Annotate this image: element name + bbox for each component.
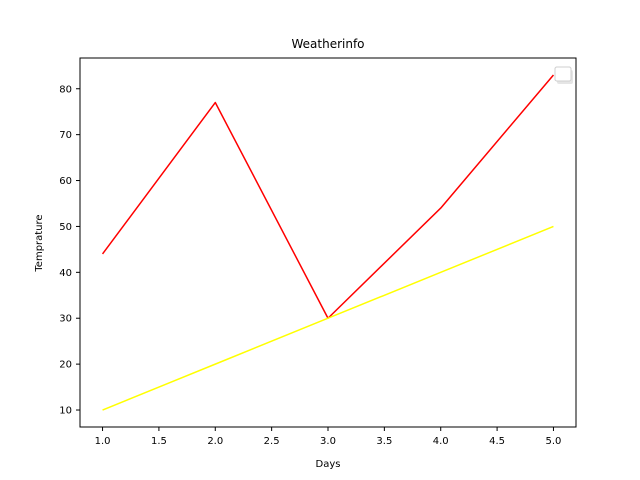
chart-title: Weatherinfo <box>291 37 364 51</box>
y-tick-label: 30 <box>59 314 72 325</box>
y-tick-label: 10 <box>59 406 72 417</box>
legend-front <box>554 66 572 82</box>
x-tick-label: 5.0 <box>546 436 562 447</box>
y-tick-label: 60 <box>59 176 72 187</box>
plot-frame <box>79 57 577 428</box>
y-tick-label: 50 <box>59 222 72 233</box>
x-tick-label: 3.5 <box>376 436 392 447</box>
series-layer <box>101 74 555 411</box>
x-axis-label: Days <box>316 459 341 470</box>
y-tick-label: 80 <box>59 84 72 95</box>
x-tick-label: 2.0 <box>207 436 223 447</box>
y-tick-label: 20 <box>59 360 72 371</box>
x-tick-label: 4.5 <box>489 436 505 447</box>
x-tick-label: 2.5 <box>264 436 280 447</box>
plot-area <box>80 58 576 427</box>
y-axis-label: Temprature <box>34 214 45 272</box>
x-tick-label: 3.0 <box>320 436 336 447</box>
x-tick-label: 1.0 <box>95 436 111 447</box>
x-tick-label: 1.5 <box>151 436 167 447</box>
ticks-layer: 1.0 1.5 2.0 2.5 3.0 3.5 4.0 4.5 5.0 10 20 30 40 50 60 7… <box>59 84 561 447</box>
y-tick-label: 40 <box>59 268 72 279</box>
x-tick-label: 4.0 <box>433 436 449 447</box>
y-tick-label: 70 <box>59 130 72 141</box>
